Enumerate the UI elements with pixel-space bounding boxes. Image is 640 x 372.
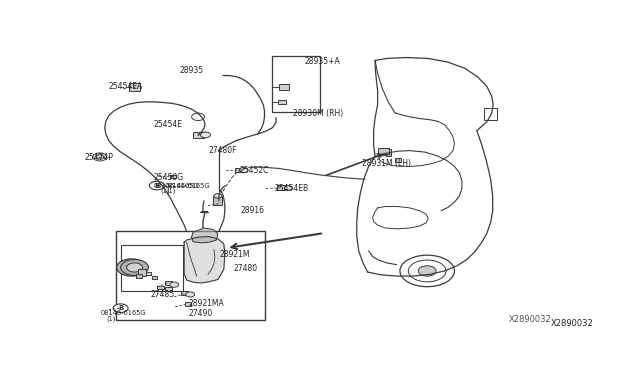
Circle shape [408,260,446,282]
Circle shape [123,262,141,273]
Text: 25454EA: 25454EA [109,82,143,91]
Circle shape [186,292,195,297]
Bar [116,231,264,320]
Bar [378,148,389,154]
Bar [138,269,147,276]
Text: 27480F: 27480F [209,145,237,154]
Text: 25454E: 25454E [154,121,182,129]
Bar [273,56,319,112]
Text: 25474P: 25474P [85,153,114,162]
Bar [152,276,157,279]
Text: B: B [118,305,124,311]
Bar [164,281,172,285]
Text: (1): (1) [106,315,116,322]
Bar [278,100,286,104]
Polygon shape [184,237,225,283]
Bar [280,84,289,90]
Circle shape [116,259,147,276]
Text: 28931M (LH): 28931M (LH) [362,159,411,168]
Circle shape [379,150,388,156]
Bar [185,302,191,306]
Text: 28935: 28935 [179,66,204,75]
Text: 28930M (RH): 28930M (RH) [293,109,344,118]
Circle shape [200,132,211,138]
Text: 08146-6165G: 08146-6165G [101,310,147,316]
Circle shape [113,304,128,312]
Text: (1): (1) [167,187,176,194]
Circle shape [400,255,454,287]
Text: X2890032: X2890032 [508,315,551,324]
Circle shape [214,193,222,198]
Text: (1): (1) [161,187,170,194]
Bar [146,272,151,275]
Bar [157,286,164,289]
Text: 28935+A: 28935+A [304,57,340,66]
Text: 27485: 27485 [150,290,175,299]
Text: X2890032: X2890032 [551,320,594,328]
Bar [193,132,204,138]
Text: B: B [154,183,159,189]
Circle shape [150,181,164,190]
Circle shape [239,167,248,173]
Bar [129,83,140,91]
Bar [213,196,222,205]
Text: 08146-6165G: 08146-6165G [164,183,210,189]
Polygon shape [191,228,218,243]
Bar [165,287,172,291]
Circle shape [127,265,136,270]
Bar [121,245,182,291]
Circle shape [121,260,148,276]
Circle shape [127,263,143,272]
Bar [396,158,401,161]
Text: 25450G: 25450G [154,173,184,182]
Text: 28921MA: 28921MA [188,298,224,308]
Circle shape [93,153,107,161]
Circle shape [284,186,292,190]
Text: 28916: 28916 [240,206,264,215]
Bar [234,168,241,172]
Text: 25452C: 25452C [240,166,269,175]
Bar [180,291,188,295]
Circle shape [96,155,104,159]
Bar [136,275,141,278]
Text: 08146-6165G: 08146-6165G [154,183,199,189]
Circle shape [419,266,436,276]
Text: 28921M: 28921M [220,250,250,259]
Text: 27490: 27490 [188,309,212,318]
Bar [170,174,177,178]
Bar [277,185,287,190]
Circle shape [191,113,205,121]
Bar [484,108,497,120]
Bar [381,149,392,154]
Text: 25454EB: 25454EB [275,184,309,193]
Circle shape [170,282,179,287]
Text: 27480: 27480 [234,264,258,273]
Bar [385,152,392,156]
